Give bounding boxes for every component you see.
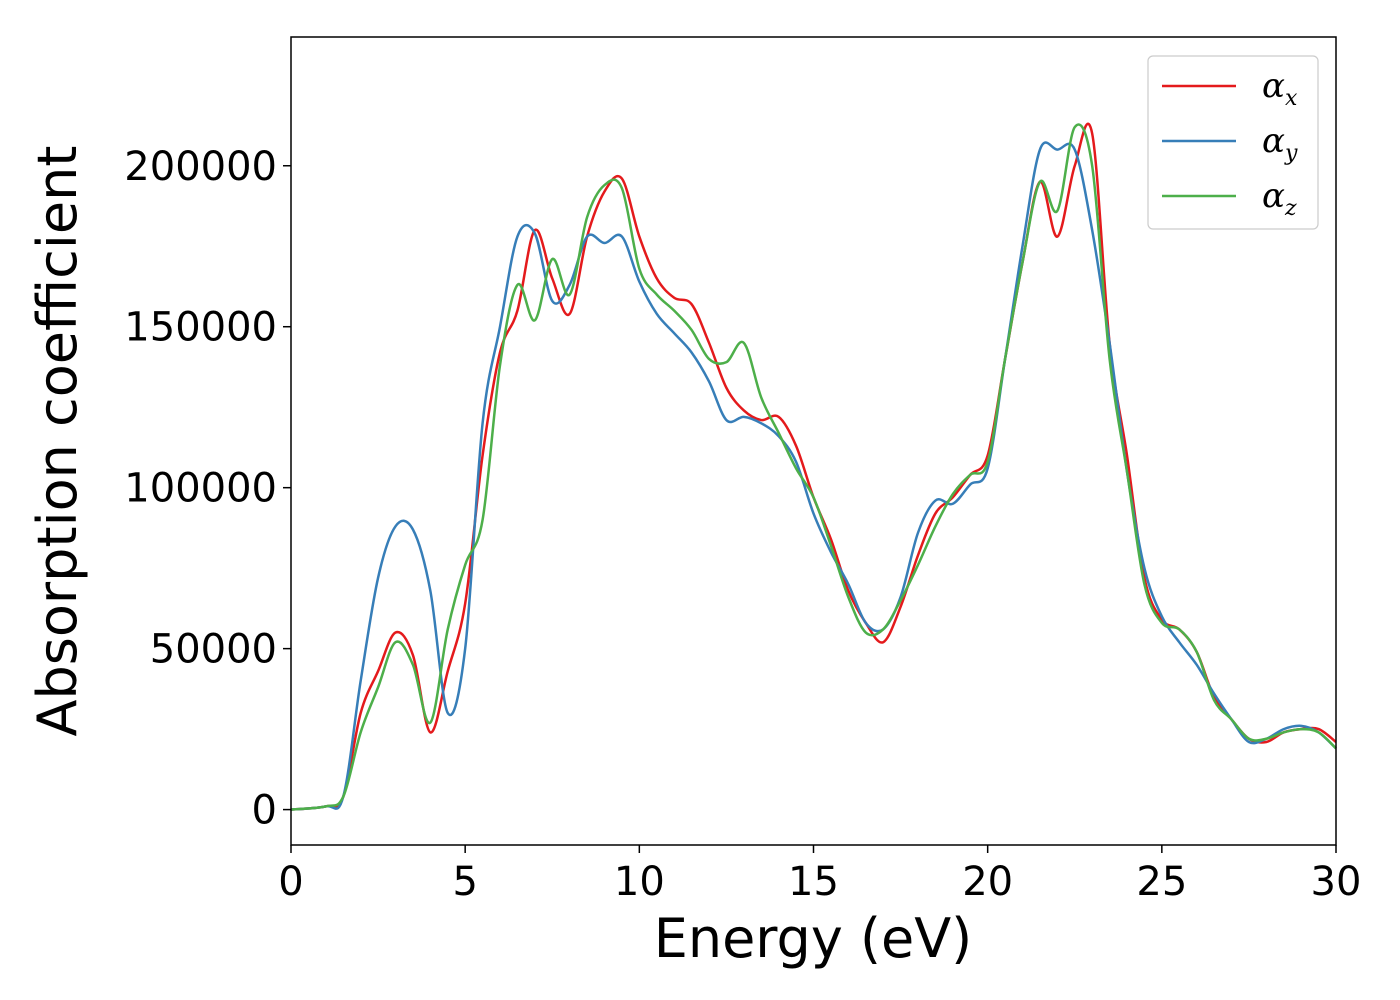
x-tick-label: 10 [614,859,665,905]
legend-box [1147,55,1319,230]
x-tick-label: 30 [1311,859,1362,905]
legend-label-x: αx [1262,66,1298,111]
y-tick-label: 0 [252,788,277,834]
x-axis-label: Energy (eV) [654,907,973,970]
series-layer [290,122,1337,811]
series-line-y [290,141,1337,811]
y-axis: 0 50000 100000 150000 200000 [124,144,291,834]
y-tick-label: 50000 [150,627,277,673]
x-axis: 0 5 10 15 20 25 30 [278,845,1361,905]
series-line-z [290,123,1337,811]
y-axis-label: Absorption coefficient [26,146,89,737]
x-tick-label: 0 [278,859,303,905]
legend-label-y: αy [1262,121,1298,166]
y-tick-label: 200000 [124,144,277,190]
y-tick-label: 150000 [124,305,277,351]
x-tick-label: 5 [452,859,477,905]
x-tick-label: 20 [962,859,1013,905]
x-tick-label: 25 [1136,859,1187,905]
y-tick-label: 100000 [124,466,277,512]
x-tick-label: 15 [788,859,839,905]
